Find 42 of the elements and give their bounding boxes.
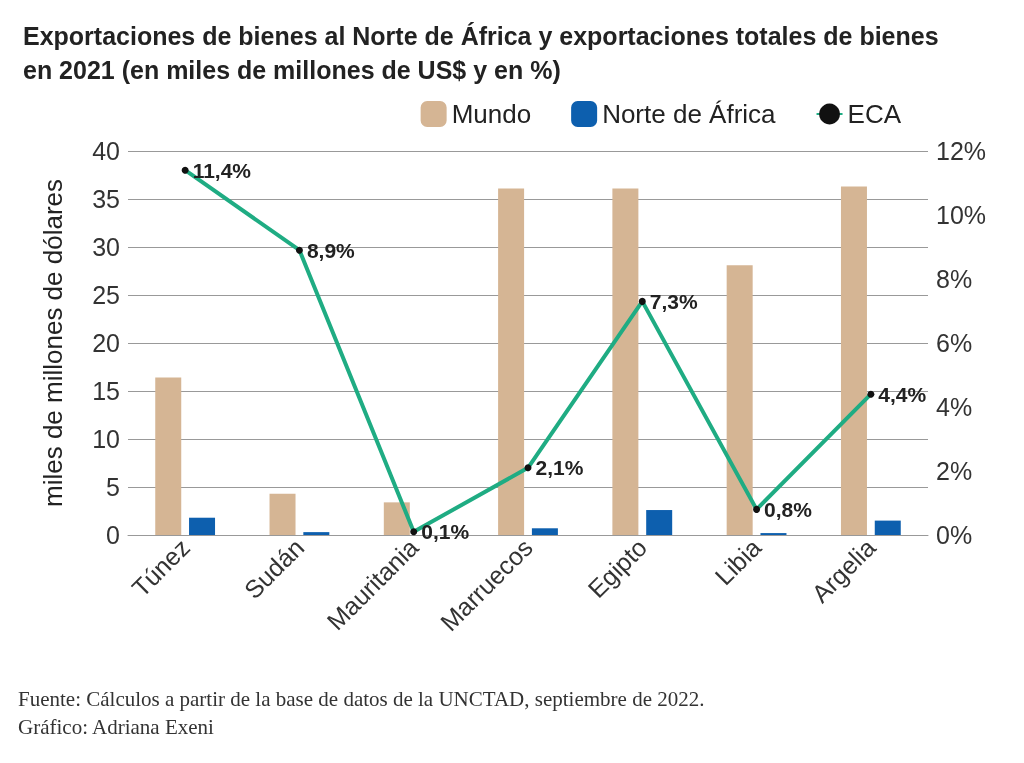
data-label: 11,4% xyxy=(192,158,252,182)
bar xyxy=(189,517,216,535)
y2-tick-label: 4% xyxy=(936,393,973,421)
y2-tick-label: 10% xyxy=(936,201,987,229)
legend-label: Norte de África xyxy=(602,99,777,129)
y-tick-label: 20 xyxy=(92,329,120,357)
y-tick-label: 0 xyxy=(106,521,120,549)
y-tick-label: 15 xyxy=(92,377,120,405)
y-axis-title: miles de millones de dólares xyxy=(38,178,68,508)
y2-tick-label: 12% xyxy=(936,137,987,165)
text: Gráfico: Adriana Exeni xyxy=(18,714,215,739)
bar xyxy=(874,520,901,535)
y-tick-label: 30 xyxy=(92,233,120,261)
data-label: 8,9% xyxy=(306,238,356,262)
bar xyxy=(498,188,525,535)
data-label: 0,1% xyxy=(421,520,470,544)
legend-label: Mundo xyxy=(451,99,532,129)
y-tick-label: 35 xyxy=(92,185,120,213)
y2-tick-label: 6% xyxy=(936,329,973,357)
data-label: 2,1% xyxy=(535,456,584,480)
y-tick-label: 10 xyxy=(92,425,120,453)
x-tick-label: Libia xyxy=(709,533,767,591)
bar xyxy=(726,265,753,535)
source-note: Fuente: Cálculos a partir de la base de datos de la UNCTAD, septiembre de 2022. xyxy=(18,686,705,711)
bar xyxy=(646,510,673,535)
y-tick-label: 40 xyxy=(92,137,120,165)
chart-title: Exportaciones de bienes al Norte de África y exportaciones totales de bienes en 2021 (en miles de millones de US$ y en %) xyxy=(23,22,946,84)
bar xyxy=(303,532,330,535)
bar xyxy=(269,493,296,535)
bar xyxy=(155,377,182,535)
y-tick-label: 5 xyxy=(106,473,120,501)
data-label: 4,4% xyxy=(878,382,927,406)
data-label: 7,3% xyxy=(649,289,698,313)
bar xyxy=(840,186,867,535)
y2-tick-label: 8% xyxy=(936,265,973,293)
y-tick-label: 25 xyxy=(92,281,120,309)
bar xyxy=(531,528,558,535)
data-label: 0,8% xyxy=(764,497,813,521)
y2-tick-label: 0% xyxy=(936,521,973,549)
bar xyxy=(612,188,639,535)
y2-tick-label: 2% xyxy=(936,457,973,485)
legend-label: ECA xyxy=(847,99,902,129)
